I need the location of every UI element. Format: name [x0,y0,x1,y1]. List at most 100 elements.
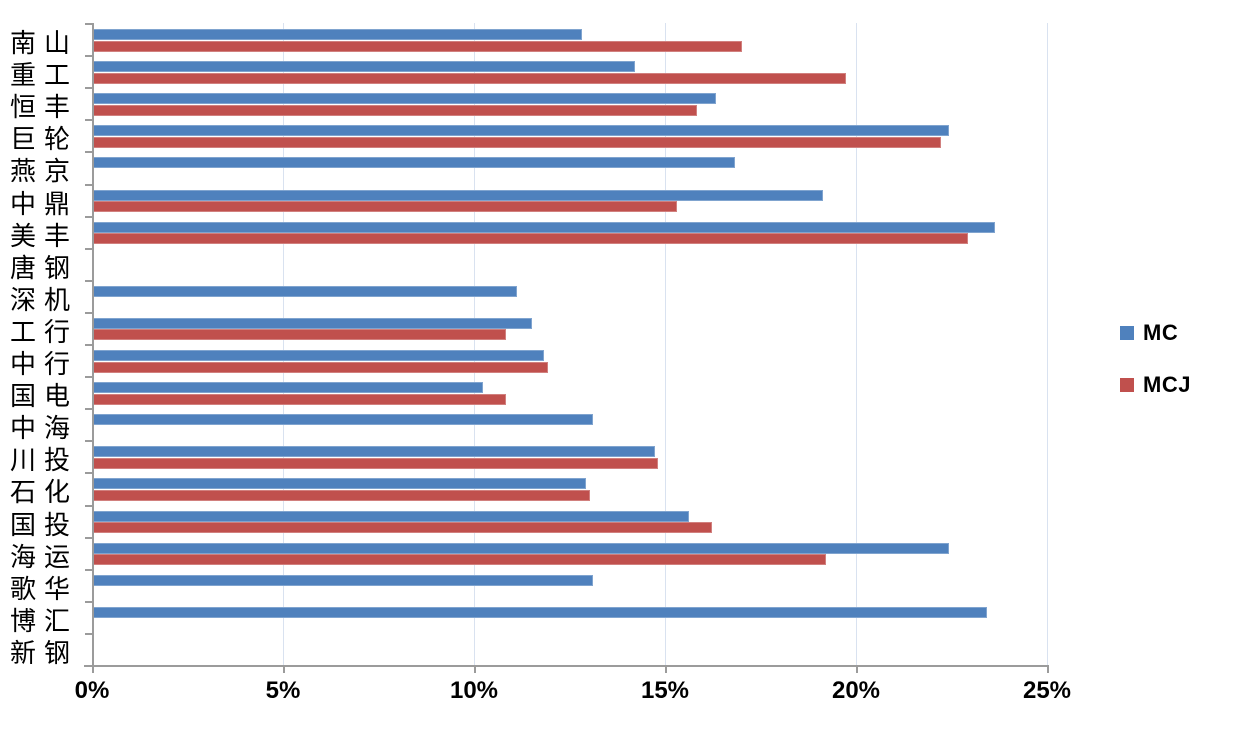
bar-mc [93,125,949,137]
bar-mc [93,61,636,73]
y-axis-tick [85,665,92,667]
bar-mc [93,510,689,522]
category-label: 石化 [10,478,79,509]
category-label: 重工 [10,61,79,92]
x-tick-label: 25% [1022,677,1072,704]
gridline [283,23,284,665]
y-axis-tick [85,568,92,571]
bar-mcj [93,554,827,566]
category-label: 唐钢 [10,253,79,284]
y-axis-tick [85,472,92,475]
x-tick-label: 20% [831,677,881,704]
legend-item-mc: MC [1120,320,1191,346]
bar-mc [93,574,594,586]
category-label: 新钢 [10,638,79,669]
y-axis-tick [85,440,92,443]
bar-mc [93,414,594,426]
y-axis-tick [85,536,92,539]
bar-mc [93,542,949,554]
x-axis-tick [92,665,94,673]
bar-mcj [93,393,506,405]
y-axis-tick [85,119,92,122]
x-axis-tick [474,665,476,673]
y-axis-tick [85,151,92,154]
category-label: 川投 [10,446,79,477]
x-tick-label: 15% [640,677,690,704]
y-axis-tick [85,183,92,186]
y-axis-tick [85,311,92,314]
legend-swatch-mc-icon [1120,326,1134,340]
y-axis-tick [85,55,92,58]
category-label: 歌华 [10,574,79,605]
y-axis-tick [85,376,92,379]
bar-mcj [93,136,942,148]
gridline [474,23,475,665]
bar-mc [93,221,995,233]
legend: MC MCJ [1120,320,1191,424]
category-label: 美丰 [10,221,79,252]
bar-mcj [93,457,659,469]
x-axis-tick [1047,665,1049,673]
category-label: 中海 [10,414,79,445]
bar-mcj [93,72,846,84]
category-label: 南山 [10,29,79,60]
gridline [856,23,857,665]
category-label: 工行 [10,317,79,348]
category-label: 中鼎 [10,189,79,220]
legend-item-mcj: MCJ [1120,372,1191,398]
bar-mcj [93,489,590,501]
bar-mcj [93,361,548,373]
bar-mcj [93,329,506,341]
x-axis-tick [856,665,858,673]
legend-label-mcj: MCJ [1143,372,1191,397]
y-axis-tick [85,504,92,507]
bar-mc [93,446,655,458]
bar-mcj [93,522,712,533]
bar-mcj [93,201,678,212]
gridline [665,23,666,665]
x-axis [84,665,1047,667]
category-label: 海运 [10,542,79,573]
y-axis [92,23,94,665]
category-label: 深机 [10,285,79,316]
x-tick-label: 0% [74,677,110,704]
y-axis-tick [85,23,92,25]
x-tick-label: 5% [265,677,301,704]
legend-swatch-mcj-icon [1120,378,1134,392]
y-axis-tick [85,600,92,603]
bar-mc [93,478,586,490]
bar-mc [93,29,582,40]
category-label: 恒丰 [10,93,79,124]
y-axis-tick [85,632,92,635]
y-axis-tick [85,279,92,282]
category-label: 国投 [10,510,79,541]
x-axis-tick [283,665,285,673]
x-axis-tick [665,665,667,673]
legend-label-mc: MC [1143,320,1179,345]
y-axis-tick [85,344,92,346]
bar-mc [93,93,716,105]
bar-mc [93,350,544,361]
bar-mc [93,317,533,329]
category-label: 燕京 [10,157,79,188]
x-tick-label: 10% [449,677,499,704]
y-axis-tick [85,215,92,218]
y-axis-tick [85,87,92,90]
bar-mc [93,382,483,394]
bar-mcj [93,104,697,116]
category-label: 博汇 [10,606,79,637]
category-label: 中行 [10,350,79,381]
bar-mc [93,285,518,297]
bar-mcj [93,233,968,245]
y-axis-tick [85,408,92,411]
bar-mcj [93,40,743,52]
y-axis-tick [85,247,92,250]
category-label: 国电 [10,382,79,413]
bar-mc [93,606,987,618]
gridline [1047,23,1048,665]
